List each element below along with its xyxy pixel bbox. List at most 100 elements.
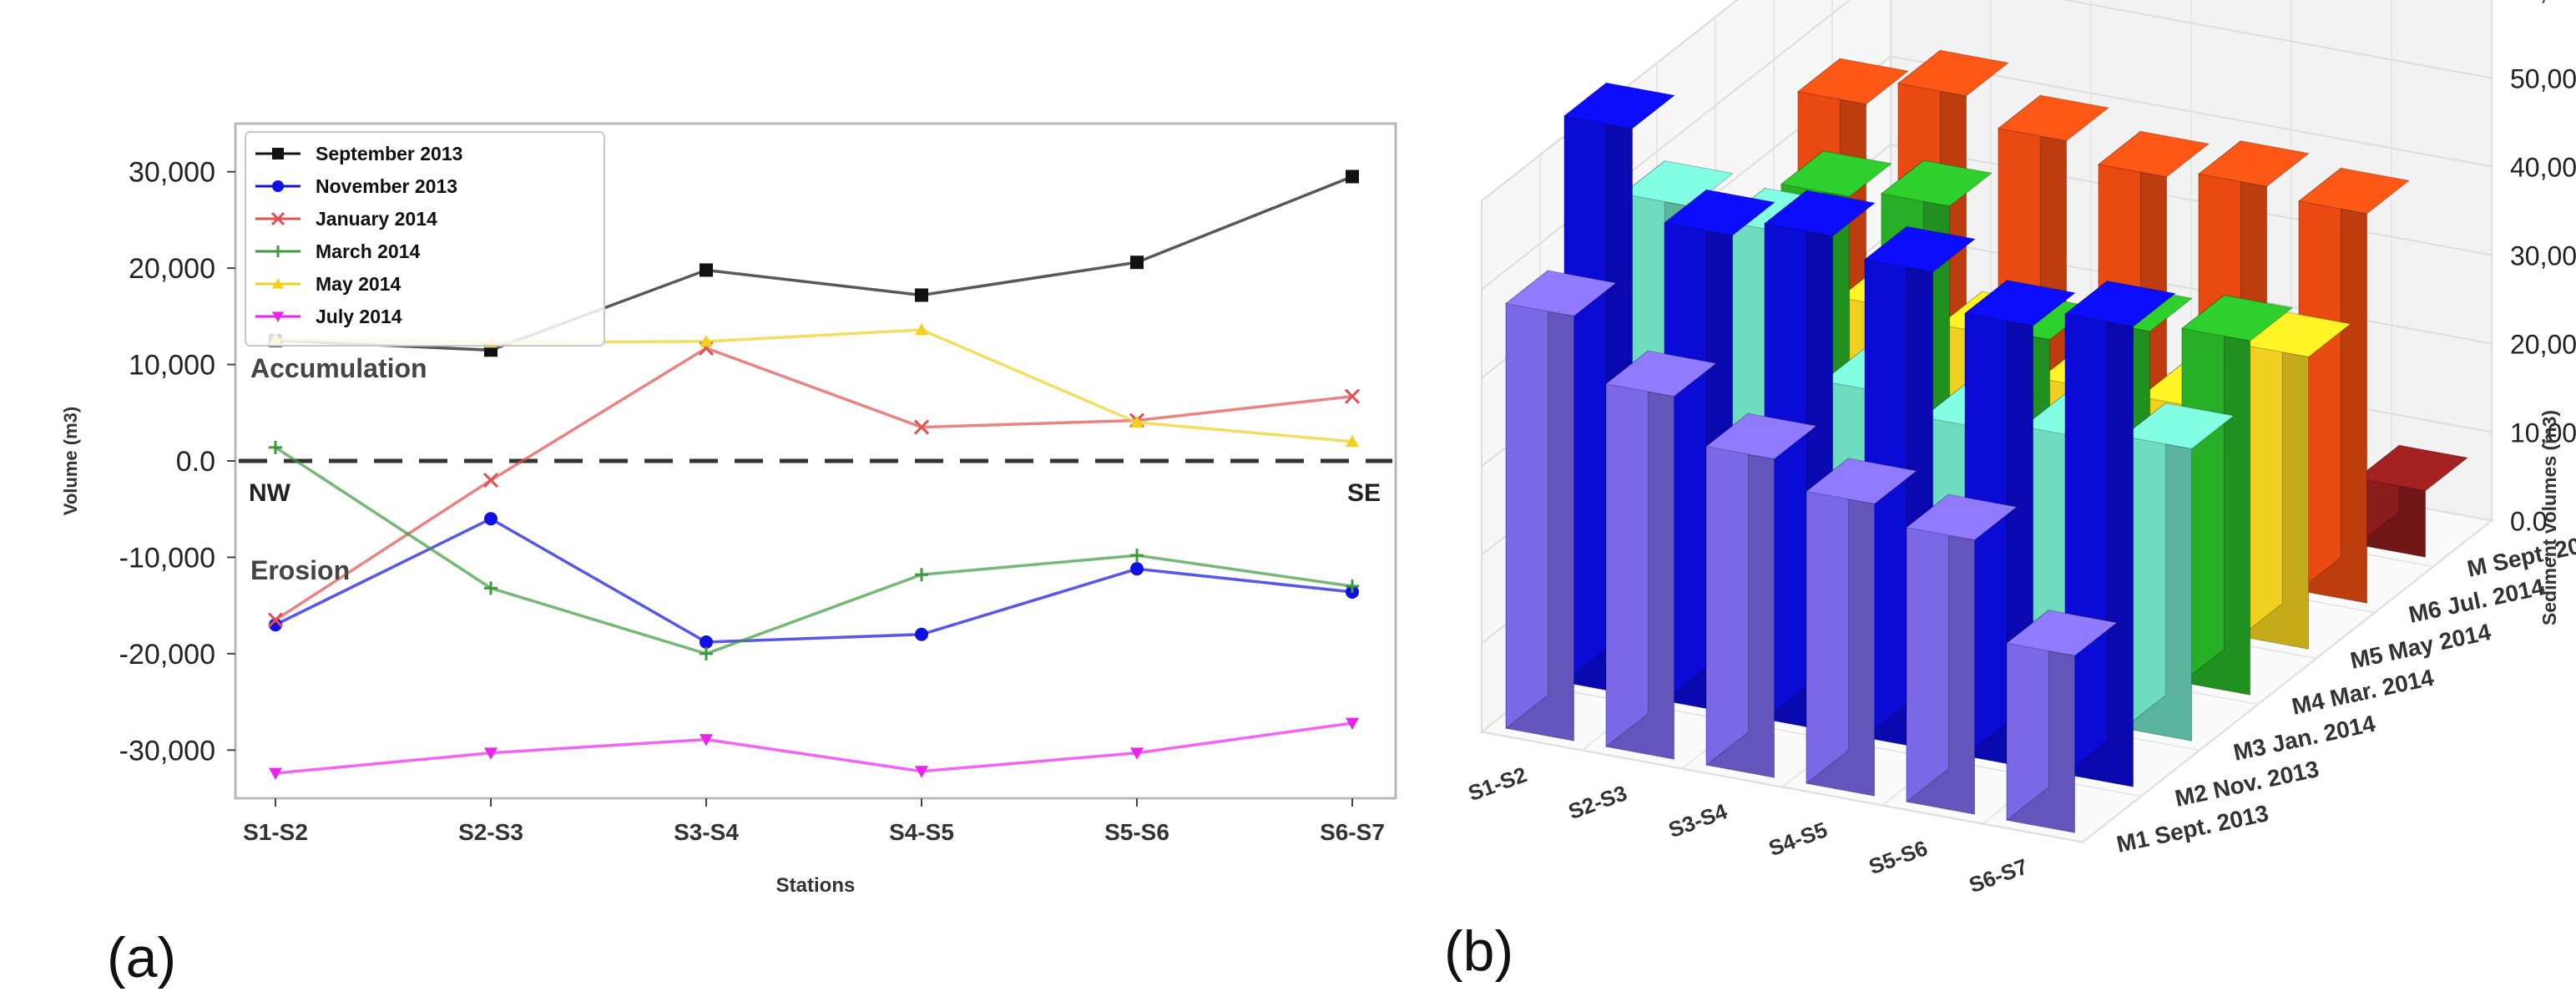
legend-item: July 2014: [255, 306, 402, 327]
marker-triangle-down: [1346, 717, 1359, 730]
marker-circle: [272, 180, 284, 192]
bar-side-face: [1806, 457, 1849, 785]
bar-m1-sept-2013-4: [1805, 457, 1918, 797]
line-chart-panel-a: -30,000 -20,000 -10,000 0.0 10,000 20,000 30,0…: [60, 122, 1397, 989]
bar-m1-sept-2013-6: [2005, 609, 2119, 833]
bar-m1-sept-2013-3: [1705, 412, 1818, 778]
series-line: [275, 175, 1353, 352]
z-tick-label: 0.0: [2510, 507, 2547, 537]
legend-item: November 2013: [255, 175, 457, 197]
station-tick-label: S1-S2: [1465, 762, 1530, 806]
station-tick-label: S5-S6: [1866, 835, 1931, 879]
legend-label: May 2014: [316, 273, 402, 295]
panel-label-b: (b): [1444, 919, 1513, 983]
legend-label: November 2013: [316, 175, 457, 197]
marker-x: [913, 419, 930, 435]
x-tick-label: S6-S7: [1320, 819, 1385, 845]
bar-m6-jul-2014-6: [2297, 167, 2411, 604]
legend-item: March 2014: [255, 240, 421, 262]
z-tick-label: 20,000: [2510, 330, 2576, 360]
annotation-erosion: Erosion: [250, 555, 350, 585]
series-line: [275, 446, 1353, 655]
series-lines: [267, 170, 1361, 780]
annotation-accumulation: Accumulation: [250, 353, 427, 383]
3d-bars: [1504, 49, 2469, 833]
survey-tick-label: M5 May 2014: [2348, 619, 2493, 674]
panel-label-a: (a): [107, 926, 176, 989]
z-tick-label: 10,000: [2510, 418, 2576, 448]
y-tick-label: 10,000: [129, 350, 215, 382]
legend-label: January 2014: [316, 208, 437, 230]
marker-x: [270, 211, 285, 226]
y-axis-ticks: -30,000 -20,000 -10,000 0.0 10,000 20,000 30,0…: [119, 157, 235, 767]
marker-triangle-down: [272, 311, 284, 322]
bar-m1-sept-2013-2: [1604, 350, 1718, 760]
marker-square: [272, 148, 284, 159]
bar-side-face: [1906, 493, 1949, 803]
bar-side-face: [1605, 350, 1649, 748]
marker-triangle-up: [1130, 415, 1144, 428]
marker-plus: [484, 581, 498, 595]
y-axis-label: Volume (m3): [60, 407, 81, 515]
y-tick-label: 0.0: [176, 446, 215, 478]
marker-square: [700, 263, 713, 277]
y-tick-label: -10,000: [119, 542, 215, 574]
legend-label: September 2013: [316, 143, 462, 164]
annotation-se: SE: [1347, 479, 1381, 507]
marker-triangle-down: [269, 767, 282, 780]
series-november-2013: [269, 512, 1359, 650]
station-tick-label: S6-S7: [1966, 853, 2031, 898]
z-tick-label: 60,000: [2510, 0, 2576, 6]
y-tick-label: -30,000: [119, 735, 215, 767]
bar-side-face: [1705, 412, 1749, 767]
marker-square: [1130, 256, 1144, 270]
x-tick-label: S5-S6: [1104, 819, 1169, 845]
station-tick-label: S4-S5: [1765, 817, 1831, 861]
x-axis-ticks: S1-S2 S2-S3 S3-S4 S4-S5 S5-S6 S6-S7: [243, 798, 1385, 845]
series-line: [275, 517, 1353, 644]
legend-label: July 2014: [316, 306, 402, 327]
bar-top-face: [1796, 58, 1910, 105]
series-line: [275, 721, 1353, 775]
survey-gridline: [1481, 200, 2084, 843]
station-tick-label: S3-S4: [1665, 798, 1731, 843]
bar-top-face: [2297, 167, 2411, 215]
bar-top-face: [1805, 458, 1918, 505]
x-tick-label: S4-S5: [889, 819, 954, 845]
marker-plus: [272, 245, 284, 257]
bar-top-face: [1897, 49, 2010, 97]
marker-x: [482, 473, 499, 488]
marker-triangle-down: [1130, 747, 1144, 760]
marker-circle: [484, 512, 498, 526]
marker-triangle-down: [700, 734, 713, 746]
z-axis-ticks: 0.0 10,000 20,000 30,000 40,000 50,000 60,000: [2510, 0, 2576, 537]
legend-item: January 2014: [255, 208, 437, 230]
x-axis-label: Stations: [776, 874, 856, 897]
y-tick-label: 20,000: [129, 253, 215, 285]
marker-plus: [1130, 549, 1144, 563]
marker-circle: [269, 618, 282, 632]
bar-top-face: [1504, 270, 1618, 317]
bar-m-sept-2014-6: [2356, 444, 2469, 558]
marker-square: [1346, 170, 1359, 184]
marker-x: [1344, 388, 1361, 404]
z-tick-label: 30,000: [2510, 241, 2576, 271]
bar-top-face: [1963, 280, 2077, 326]
bar-top-face: [1621, 160, 1735, 207]
bar-top-face: [2122, 402, 2235, 450]
legend-item: May 2014: [255, 273, 402, 295]
marker-circle: [1130, 562, 1144, 576]
bar-top-face: [1880, 159, 1993, 207]
legend: September 2013 November 2013 January 2014 M…: [245, 131, 605, 347]
bar-top-face: [1863, 225, 1977, 273]
series-july-2014: [269, 717, 1359, 780]
survey-tick-label: M4 Mar. 2014: [2290, 665, 2437, 720]
bar-m1-sept-2013-5: [1905, 493, 2018, 815]
bar-top-face: [2180, 295, 2294, 342]
bar3d-chart-panel-b: 0.010,00020,00030,00040,00050,00060,000 …: [1444, 0, 2576, 983]
bar-top-face: [1563, 82, 1676, 129]
marker-circle: [915, 627, 928, 641]
bar-top-face: [2097, 130, 2210, 178]
bar-top-face: [1905, 493, 2018, 541]
x-tick-label: S1-S2: [243, 819, 308, 845]
